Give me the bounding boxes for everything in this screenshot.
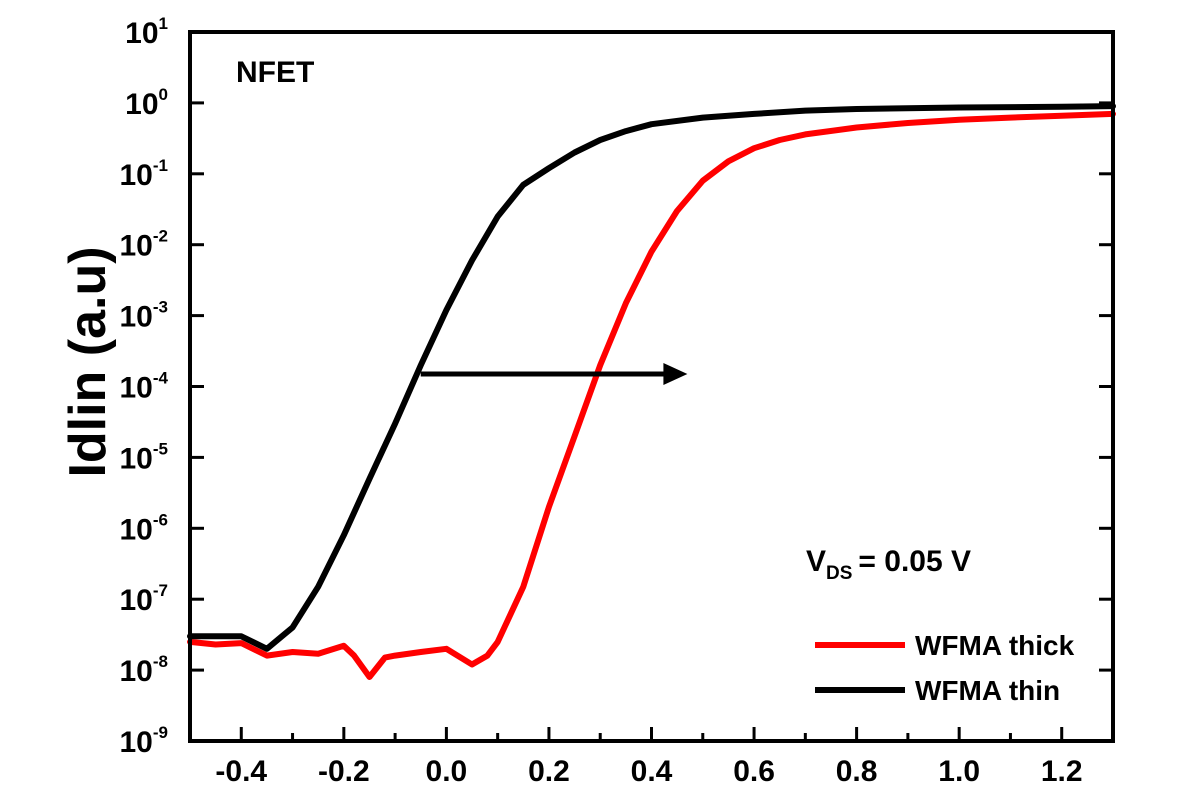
x-tick-label: 0.6 <box>733 755 775 788</box>
bias-label: VDS = 0.05 V <box>806 545 971 584</box>
arrow-head <box>663 363 688 386</box>
y-tick-label: 10-9 <box>120 723 169 759</box>
y-tick-labels: 101 100 10-1 10-2 10-3 10-4 10-5 10-6 10-7 10-8 10… <box>120 14 169 759</box>
arrow-annotation <box>420 363 688 386</box>
series-line-thick <box>187 110 1116 680</box>
x-tick-label: -0.2 <box>318 755 370 788</box>
y-tick-label: 10-8 <box>120 652 169 688</box>
y-tick-label: 10-1 <box>120 156 169 192</box>
plot-frame <box>188 30 1115 743</box>
x-tick-label: 0.0 <box>426 755 468 788</box>
x-tick-labels: -0.4 -0.2 0.0 0.2 0.4 0.6 0.8 1.0 1.2 <box>215 755 1082 788</box>
bias-value: = 0.05 V <box>858 545 971 578</box>
bias-symbol: V <box>806 545 826 578</box>
bias-subscript: DS <box>826 563 852 584</box>
legend-label-thin: WFMA thin <box>915 675 1060 706</box>
x-tick-label: -0.4 <box>215 755 267 788</box>
x-tick-label: 0.4 <box>631 755 673 788</box>
series-line-thin <box>187 103 1116 652</box>
y-tick-label: 10-5 <box>120 439 169 475</box>
x-tick-label: 0.2 <box>528 755 570 788</box>
y-axis-label: Idlin (a.u) <box>59 246 117 477</box>
x-tick-label: 0.8 <box>836 755 878 788</box>
y-tick-label: 10-3 <box>120 298 169 334</box>
y-tick-label: 100 <box>125 85 168 121</box>
x-tick-label: 1.2 <box>1041 755 1083 788</box>
y-tick-label: 10-7 <box>120 581 169 617</box>
x-tick-label: 1.0 <box>938 755 980 788</box>
y-tick-label: 10-2 <box>120 227 169 263</box>
series-layer <box>187 103 1116 680</box>
legend: WFMA thick WFMA thin <box>815 630 1075 706</box>
y-tick-label: 101 <box>125 14 168 50</box>
y-tick-label: 10-4 <box>120 369 169 405</box>
device-label: NFET <box>236 56 314 89</box>
legend-label-thick: WFMA thick <box>915 630 1075 661</box>
y-tick-label: 10-6 <box>120 510 169 546</box>
